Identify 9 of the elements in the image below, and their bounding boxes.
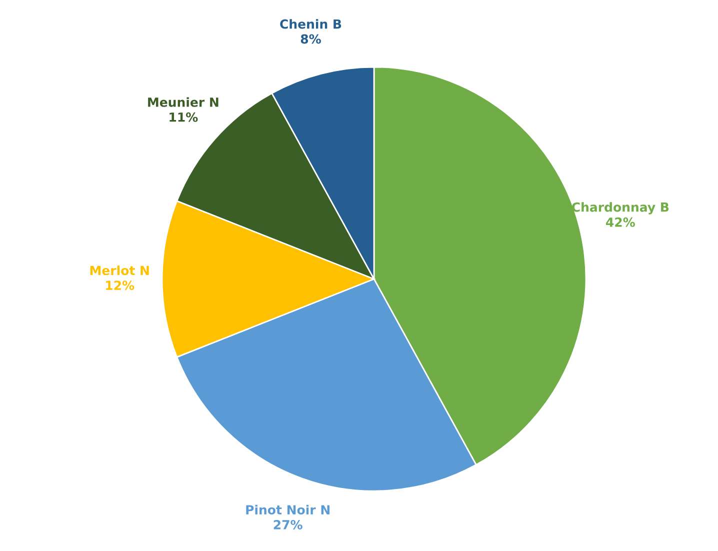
data-label: 11% xyxy=(170,112,198,122)
data-label: 8% xyxy=(300,34,321,44)
slice-label: Chenin B xyxy=(280,19,342,29)
data-label: 42% xyxy=(606,217,635,227)
slice-label: Merlot N xyxy=(90,265,149,276)
slice-label: Pinot Noir N xyxy=(246,504,330,515)
data-label: 12% xyxy=(106,280,134,290)
data-label: 27% xyxy=(274,520,302,530)
slice-label: Meunier N xyxy=(148,97,218,107)
